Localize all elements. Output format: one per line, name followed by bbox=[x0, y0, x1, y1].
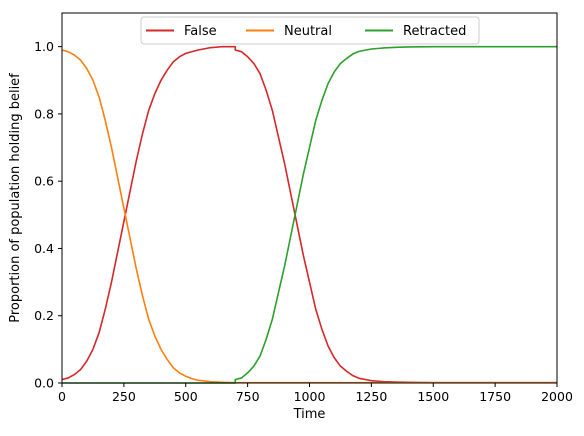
series-line-neutral bbox=[61, 49, 557, 384]
plot-area bbox=[61, 45, 557, 384]
legend-label-false: False bbox=[184, 24, 217, 39]
x-tick-label: 0 bbox=[58, 389, 66, 404]
x-tick-label: 1250 bbox=[355, 389, 387, 404]
x-tick-label: 2000 bbox=[541, 389, 573, 404]
x-tick-label: 750 bbox=[236, 389, 260, 404]
x-tick-label: 1500 bbox=[417, 389, 449, 404]
x-axis-ticks: 0 250 500 750 1000 1250 1500 1750 2000 bbox=[58, 383, 573, 404]
legend: False Neutral Retracted bbox=[140, 16, 480, 45]
legend-label-neutral: Neutral bbox=[284, 24, 332, 39]
x-tick-label: 250 bbox=[112, 389, 136, 404]
legend-label-retracted: Retracted bbox=[403, 24, 466, 39]
y-axis-label: Proportion of population holding belief bbox=[8, 73, 23, 323]
legend-box bbox=[140, 16, 480, 45]
x-tick-label: 1750 bbox=[479, 389, 511, 404]
y-tick-label: 1.0 bbox=[34, 39, 54, 54]
y-tick-label: 0.0 bbox=[34, 376, 54, 391]
y-tick-label: 0.4 bbox=[34, 241, 54, 256]
y-tick-label: 0.8 bbox=[34, 106, 54, 121]
x-tick-label: 500 bbox=[174, 389, 198, 404]
x-axis-label: Time bbox=[293, 407, 326, 422]
y-axis-ticks: 0.0 0.2 0.4 0.6 0.8 1.0 bbox=[34, 39, 62, 391]
series-line-retracted bbox=[62, 45, 557, 384]
x-tick-label: 1000 bbox=[294, 389, 326, 404]
y-tick-label: 0.2 bbox=[34, 308, 54, 323]
y-tick-label: 0.6 bbox=[34, 174, 54, 189]
series-line-false bbox=[61, 45, 557, 384]
axes-frame bbox=[61, 12, 558, 384]
